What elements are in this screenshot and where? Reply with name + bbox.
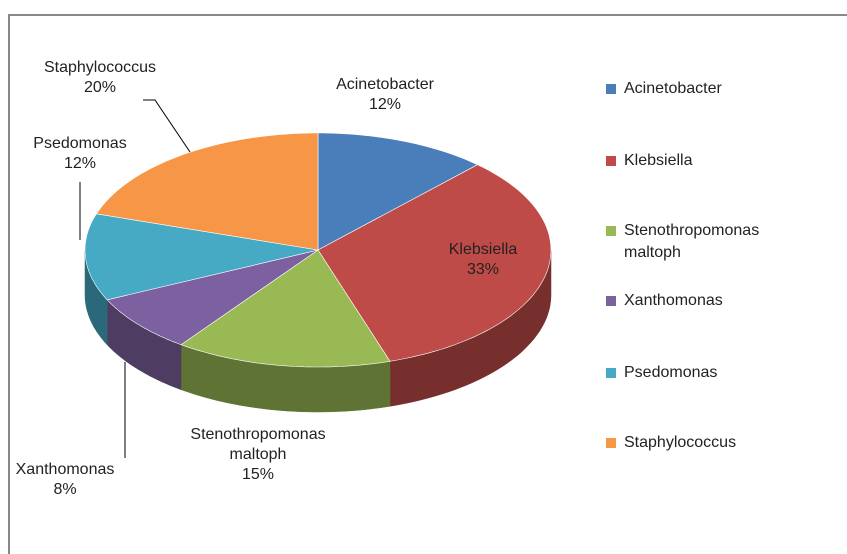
data-label: Psedomonas 12% (15, 134, 145, 174)
data-label: Staphylococcus 20% (30, 58, 170, 98)
leader-line (143, 99, 191, 153)
data-label: Klebsiella 33% (428, 240, 538, 280)
data-label-name: Klebsiella (448, 241, 518, 258)
legend-label: Staphylococcus (624, 434, 737, 451)
data-label-value: 20% (83, 79, 117, 96)
data-label-value: 8% (53, 481, 77, 498)
data-label-name: Acinetobacter (336, 76, 434, 93)
slice-tops (84, 132, 552, 368)
page: (() => { const data = JSON.parse(documen… (5, 14, 847, 554)
legend-item: Acinetobacter (606, 78, 806, 100)
data-label: Xanthomonas 8% (5, 460, 125, 500)
data-label-name: Xanthomonas (15, 461, 115, 478)
legend-label: Klebsiella (624, 152, 693, 169)
data-label-value: 12% (368, 96, 402, 113)
slice (95, 132, 319, 251)
slice (106, 249, 319, 346)
slice-sides (84, 249, 552, 413)
slice (180, 249, 391, 368)
legend-swatch (606, 296, 616, 306)
legend-item: Xanthomonas (606, 290, 806, 312)
slice (317, 132, 479, 251)
chart-frame (8, 14, 847, 554)
data-label-name: Staphylococcus (43, 59, 157, 76)
legend-label: Acinetobacter (624, 80, 722, 97)
legend-item: Staphylococcus (606, 432, 806, 454)
data-label: Acinetobacter 12% (320, 75, 450, 115)
legend-item: Psedomonas (606, 362, 806, 384)
data-label-name: Stenothropomonas maltoph (190, 426, 326, 463)
legend-swatch (606, 438, 616, 448)
legend-swatch (606, 226, 616, 236)
legend-item: Klebsiella (606, 150, 806, 172)
legend-swatch (606, 156, 616, 166)
data-label-value: 15% (241, 466, 275, 483)
data-label: Stenothropomonas maltoph 15% (189, 425, 327, 485)
legend-swatch (606, 368, 616, 378)
legend-swatch (606, 84, 616, 94)
legend-item: Stenothropomonas maltoph (606, 220, 806, 264)
legend-label: Psedomonas (624, 364, 718, 381)
chart (79, 99, 552, 458)
slice (84, 213, 319, 301)
data-label-name: Psedomonas (33, 135, 127, 152)
data-label-value: 33% (466, 261, 500, 278)
legend-label: Stenothropomonas maltoph (624, 222, 760, 261)
slice (317, 164, 552, 362)
data-label-value: 12% (63, 155, 97, 172)
legend-label: Xanthomonas (624, 292, 723, 309)
